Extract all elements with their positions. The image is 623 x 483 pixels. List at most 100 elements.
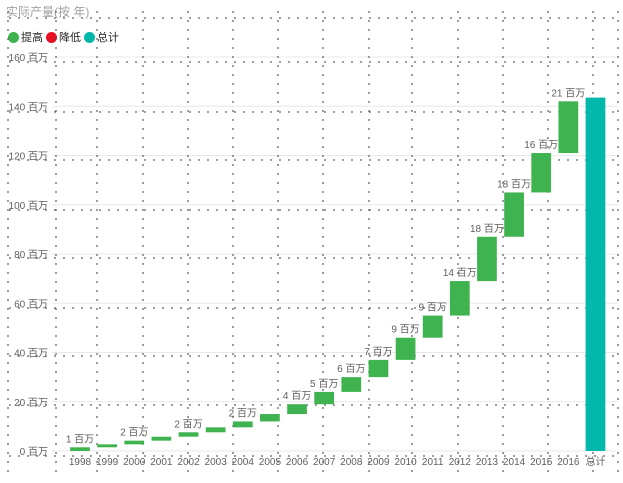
- grid-dot: [322, 461, 324, 463]
- grid-dot: [142, 416, 144, 418]
- grid-dot: [531, 209, 533, 211]
- grid-dot: [351, 61, 353, 63]
- increase-bar[interactable]: [504, 192, 524, 237]
- grid-dot: [142, 272, 144, 274]
- grid-dot: [55, 335, 57, 337]
- grid-dot: [378, 404, 380, 406]
- grid-dot: [81, 455, 83, 457]
- legend: 提高 降低 总计: [8, 29, 122, 45]
- grid-dot: [162, 61, 164, 63]
- grid-dot: [187, 308, 189, 310]
- grid-dot: [171, 307, 173, 309]
- grid-dot: [45, 209, 47, 211]
- grid-dot: [459, 17, 461, 19]
- grid-dot: [411, 272, 413, 274]
- grid-dot: [322, 308, 324, 310]
- grid-dot: [547, 200, 549, 202]
- total-bar[interactable]: [585, 97, 606, 451]
- grid-dot: [549, 209, 551, 211]
- grid-dot: [36, 209, 38, 211]
- grid-dot: [414, 455, 416, 457]
- grid-dot: [342, 307, 344, 309]
- grid-dot: [612, 307, 614, 309]
- grid-dot: [504, 355, 506, 357]
- grid-dot: [411, 407, 413, 409]
- increase-bar[interactable]: [97, 444, 117, 448]
- grid-dot: [567, 404, 569, 406]
- grid-dot: [232, 29, 234, 31]
- grid-dot: [270, 17, 272, 19]
- grid-dot: [502, 38, 504, 40]
- grid-dot: [547, 398, 549, 400]
- grid-dot: [96, 101, 98, 103]
- grid-dot: [261, 159, 263, 161]
- increase-bar[interactable]: [449, 281, 470, 316]
- grid-dot: [547, 209, 549, 211]
- grid-dot: [342, 61, 344, 63]
- grid-dot: [225, 61, 227, 63]
- grid-dot: [232, 407, 234, 409]
- increase-bar[interactable]: [287, 404, 307, 415]
- grid-dot: [279, 307, 281, 309]
- grid-dot: [322, 362, 324, 364]
- legend-item-increase[interactable]: 提高: [8, 29, 43, 45]
- increase-bar[interactable]: [151, 436, 172, 441]
- grid-dot: [368, 101, 370, 103]
- grid-dot: [567, 209, 569, 211]
- grid-dot: [567, 257, 569, 259]
- grid-dot: [547, 389, 549, 391]
- x-tick-label: 2011: [422, 457, 444, 468]
- grid-dot: [81, 257, 83, 259]
- grid-dot: [9, 307, 11, 309]
- grid-dot: [198, 17, 200, 19]
- grid-dot: [617, 74, 619, 76]
- grid-dot: [411, 380, 413, 382]
- increase-bar[interactable]: [260, 414, 280, 422]
- x-tick-label: 2000: [123, 457, 146, 468]
- increase-bar[interactable]: [70, 447, 90, 451]
- grid-dot: [369, 455, 371, 457]
- grid-dot: [576, 209, 578, 211]
- grid-dot: [232, 281, 234, 283]
- grid-dot: [411, 398, 413, 400]
- increase-bar[interactable]: [341, 377, 362, 392]
- increase-bar[interactable]: [232, 421, 253, 428]
- grid-dot: [277, 452, 279, 454]
- grid-dot: [324, 307, 326, 309]
- increase-bar[interactable]: [314, 391, 335, 405]
- grid-dot: [180, 61, 182, 63]
- increase-bar[interactable]: [205, 427, 226, 433]
- increase-bar[interactable]: [368, 359, 389, 378]
- grid-dot: [187, 299, 189, 301]
- grid-dot: [277, 371, 279, 373]
- data-label: 4 百万: [283, 390, 311, 402]
- grid-dot: [7, 74, 9, 76]
- grid-dot: [322, 452, 324, 454]
- increase-bar[interactable]: [558, 101, 579, 154]
- legend-item-decrease[interactable]: 降低: [46, 29, 81, 45]
- grid-dot: [351, 404, 353, 406]
- grid-dot: [55, 344, 57, 346]
- grid-dot: [457, 254, 459, 256]
- increase-bar[interactable]: [395, 337, 416, 360]
- increase-bar[interactable]: [178, 432, 199, 437]
- grid-dot: [540, 257, 542, 259]
- grid-dot: [55, 200, 57, 202]
- grid-dot: [513, 111, 515, 113]
- grid-dot: [187, 164, 189, 166]
- grid-dot: [7, 308, 9, 310]
- legend-item-total[interactable]: 总计: [84, 29, 119, 45]
- grid-dot: [477, 355, 479, 357]
- grid-dot: [547, 335, 549, 337]
- increase-bar[interactable]: [477, 236, 497, 282]
- grid-dot: [270, 404, 272, 406]
- increase-bar[interactable]: [531, 153, 552, 193]
- grid-dot: [142, 83, 144, 85]
- grid-dot: [411, 335, 413, 337]
- grid-dot: [144, 257, 146, 259]
- grid-dot: [414, 209, 416, 211]
- increase-bar[interactable]: [124, 440, 145, 445]
- increase-bar[interactable]: [422, 315, 443, 338]
- grid-dot: [387, 404, 389, 406]
- grid-dot: [277, 218, 279, 220]
